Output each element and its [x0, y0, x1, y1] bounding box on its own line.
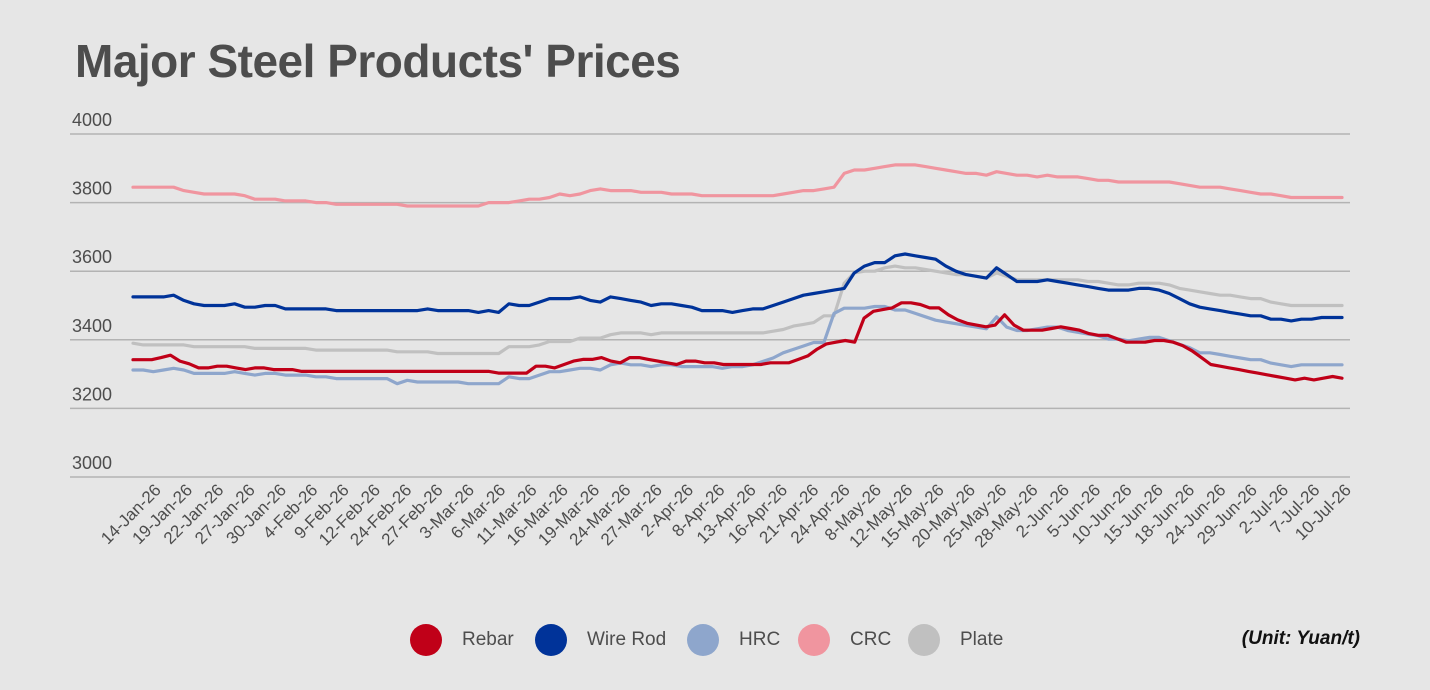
y-tick-label: 3000 — [72, 453, 112, 473]
legend-item-wire-rod[interactable]: Wire Rod — [535, 622, 666, 658]
y-tick-label: 3800 — [72, 179, 112, 199]
legend-item-plate[interactable]: Plate — [908, 622, 1003, 658]
series-line-crc — [131, 163, 1344, 208]
legend-item-crc[interactable]: CRC — [798, 622, 891, 658]
y-axis-ticks: 3000 3200 3400 3600 3800 4000 — [72, 110, 112, 473]
series-lines — [131, 163, 1344, 386]
legend-label-crc: CRC — [850, 629, 892, 650]
series-line-hrc — [131, 304, 1344, 386]
line-chart: 3000 3200 3400 3600 3800 4000 14-Jan-2619-Jan… — [70, 110, 1355, 551]
legend: Rebar Wire Rod HRC CRC Plate — [0, 622, 1430, 662]
legend-swatch-rebar — [410, 624, 442, 656]
y-tick-label: 3200 — [72, 384, 112, 404]
legend-item-hrc[interactable]: HRC — [687, 622, 780, 658]
series-line-plate — [131, 264, 1344, 356]
y-tick-label: 3600 — [72, 247, 112, 267]
y-tick-label: 4000 — [72, 110, 112, 130]
legend-swatch-crc — [798, 624, 830, 656]
y-tick-label: 3400 — [72, 316, 112, 336]
series-line-wire-rod — [131, 252, 1344, 323]
legend-label-wire-rod: Wire Rod — [587, 629, 667, 650]
legend-swatch-hrc — [687, 624, 719, 656]
legend-label-rebar: Rebar — [462, 629, 514, 650]
unit-label: (Unit: Yuan/t) — [1241, 628, 1360, 649]
gridlines — [70, 133, 1350, 478]
chart-title: Major Steel Products' Prices — [75, 35, 681, 87]
series-line-rebar — [131, 301, 1344, 382]
x-axis-ticks: 14-Jan-2619-Jan-2622-Jan-2627-Jan-2630-J… — [97, 480, 1355, 551]
legend-swatch-plate — [908, 624, 940, 656]
legend-item-rebar[interactable]: Rebar — [410, 622, 514, 658]
legend-label-hrc: HRC — [739, 629, 781, 650]
legend-label-plate: Plate — [960, 629, 1004, 650]
legend-swatch-wire-rod — [535, 624, 567, 656]
